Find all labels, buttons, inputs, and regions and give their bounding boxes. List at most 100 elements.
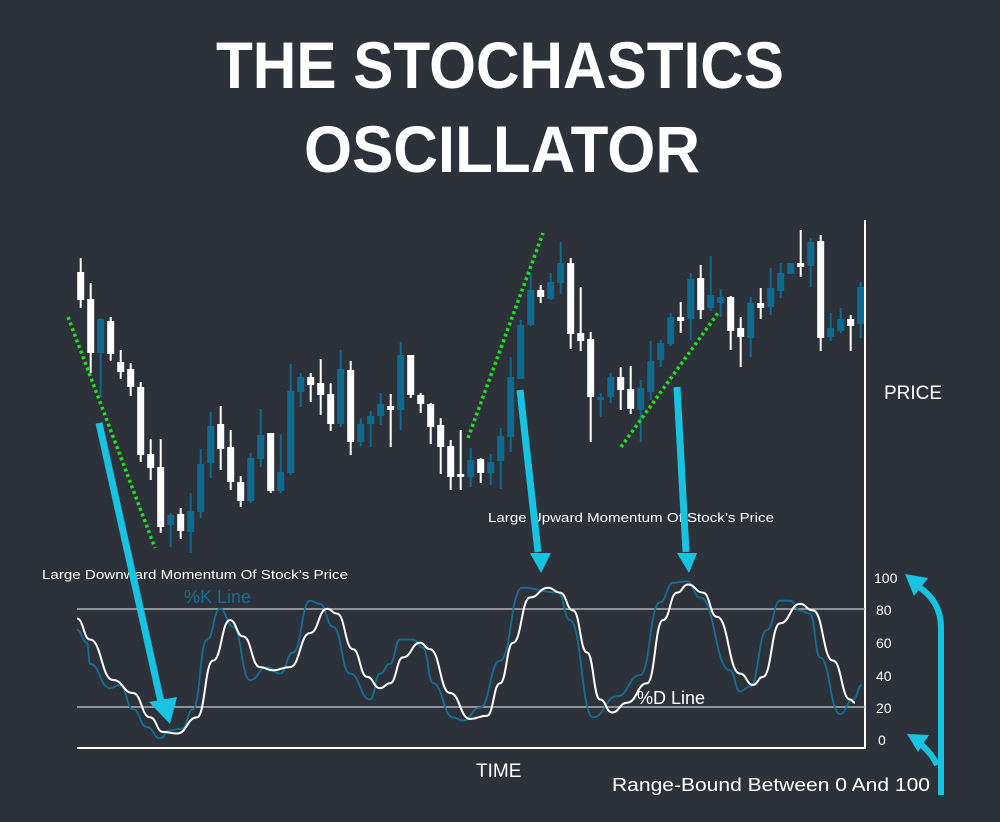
candle-up [747, 297, 755, 357]
candle-down [147, 439, 155, 480]
candle-body [847, 319, 855, 326]
candle-up [357, 418, 365, 446]
d-line-label: %D Line [637, 688, 705, 708]
candle-body [197, 464, 205, 512]
candle-body [647, 361, 655, 392]
candle-body [327, 394, 335, 424]
candle-body [607, 377, 615, 397]
candle-up [607, 373, 615, 403]
candle-body [757, 303, 765, 308]
y-tick-20: 20 [876, 700, 892, 716]
candle-up [297, 373, 305, 407]
candle-body [207, 426, 215, 463]
candle-body [347, 370, 355, 442]
candle-body [477, 459, 485, 473]
price-axis-label: PRICE [884, 383, 942, 404]
candle-body [587, 339, 595, 397]
candle-body [687, 279, 695, 319]
y-tick-100: 100 [874, 570, 898, 586]
candle-body [507, 377, 515, 437]
candle-body [537, 290, 545, 297]
candle-down [267, 433, 275, 493]
candle-body [557, 263, 565, 283]
candle-up [277, 434, 285, 493]
upward-momentum-annotation: Large Upward Momentum Of Stock’s Price [488, 510, 774, 525]
candle-down [677, 302, 685, 333]
y-tick-labels: 100 80 60 40 20 0 [874, 570, 898, 748]
candle-body [527, 290, 535, 325]
candle-body [407, 355, 415, 395]
candle-body [637, 388, 645, 410]
candle-body [467, 460, 475, 477]
candle-body [367, 416, 375, 424]
candle-down [117, 350, 125, 379]
candle-down [227, 430, 235, 490]
candle-body [177, 514, 185, 531]
downward-momentum-annotation: Large Downward Momentum Of Stock’s Price [42, 567, 348, 582]
candle-body [737, 328, 745, 337]
candle-body [797, 263, 805, 267]
candle-body [127, 369, 135, 387]
candle-body [277, 472, 285, 491]
candle-body [577, 333, 585, 341]
annotation-arrows [95, 386, 944, 795]
candle-up [337, 350, 345, 427]
candle-up [707, 256, 715, 311]
candle-body [117, 362, 125, 372]
candle-up [487, 454, 495, 485]
candle-up [497, 428, 505, 489]
candle-up [377, 393, 385, 425]
trendline-up [466, 232, 545, 439]
time-axis-label: TIME [476, 761, 521, 782]
candle-up [207, 412, 215, 478]
candle-body [497, 436, 505, 461]
candle-up [637, 380, 645, 442]
candle-body [547, 282, 555, 299]
candle-up [397, 342, 405, 430]
candle-body [137, 387, 145, 455]
candle-body [727, 297, 735, 331]
candle-up [687, 273, 695, 340]
candle-body [667, 317, 675, 344]
candle-body [657, 343, 665, 360]
candle-up [517, 320, 525, 379]
title-line-2: OSCILLATOR [304, 112, 700, 186]
candle-down [107, 317, 115, 361]
candle-body [457, 474, 465, 477]
candle-body [767, 288, 775, 307]
candle-body [377, 404, 385, 416]
candle-body [387, 406, 395, 410]
candle-up [507, 357, 515, 452]
candle-down [157, 439, 165, 533]
range-bound-annotation: Range-Bound Between 0 And 100 [612, 775, 930, 795]
candle-body [447, 446, 455, 477]
candle-down [817, 235, 825, 351]
candle-down [737, 317, 745, 367]
candle-up [287, 364, 295, 475]
candle-body [827, 328, 835, 337]
candle-body [267, 433, 275, 491]
candle-up [247, 453, 255, 503]
candlestick-series [77, 230, 865, 553]
range-arrow-bottom [907, 734, 940, 767]
candle-body [627, 389, 635, 409]
candle-down [587, 332, 595, 442]
candle-body [787, 263, 795, 274]
candle-body [107, 321, 115, 354]
candle-body [287, 391, 295, 473]
candle-up [547, 273, 555, 300]
candle-down [347, 361, 355, 455]
candle-down [457, 430, 465, 490]
candle-body [427, 404, 435, 427]
k-line-label: %K Line [184, 587, 251, 607]
candle-up [597, 393, 605, 417]
candle-down [417, 393, 425, 413]
candle-body [247, 458, 255, 501]
candle-down [537, 285, 545, 303]
candle-up [767, 268, 775, 315]
candle-down [697, 265, 705, 319]
candle-up [647, 341, 655, 400]
candle-body [147, 454, 155, 468]
